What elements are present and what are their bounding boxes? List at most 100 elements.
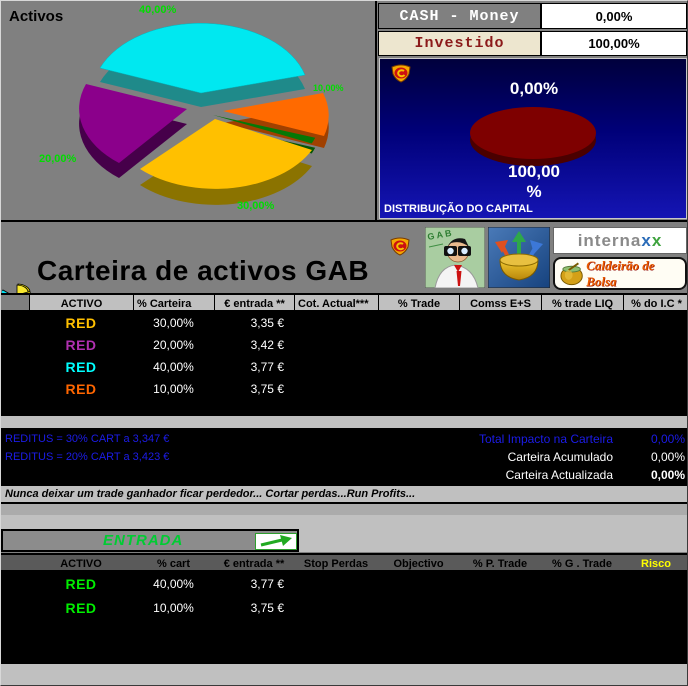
totals-block: Total Impacto na Carteira 0,00% Carteira…: [393, 430, 685, 484]
activos-pie-chart: [79, 23, 329, 205]
pie-sliver: [213, 115, 316, 144]
internaxx-logo[interactable]: interna x x: [553, 227, 687, 254]
asset-name[interactable]: RED: [65, 359, 97, 375]
table1-col-carteira[interactable]: % Carteira: [133, 295, 214, 312]
asset-name[interactable]: RED: [65, 315, 97, 331]
table-row[interactable]: RED 40,00% 3,77 €: [1, 356, 687, 378]
asset-name[interactable]: RED: [65, 381, 97, 397]
reditus-note-1: REDITUS = 30% CART a 3,347 €: [5, 433, 170, 445]
cash-value-cell[interactable]: 0,00%: [541, 3, 687, 29]
capital-value-bottom-pct: %: [526, 182, 542, 201]
table2-col-activo[interactable]: ACTIVO: [60, 557, 102, 570]
table2-col-risco[interactable]: Risco: [641, 557, 671, 570]
asset-entry[interactable]: 3,77 €: [250, 360, 284, 374]
table1-col-comss[interactable]: Comss E+S: [459, 295, 541, 312]
cash-label: CASH - Money: [399, 7, 520, 25]
carteira-actualizada-label: Carteira Actualizada: [505, 468, 613, 482]
table1-col-ic[interactable]: % do I.C *: [623, 295, 687, 312]
table2-col-objectivo[interactable]: Objectivo: [393, 557, 444, 570]
motto-bar: Nunca deixar um trade ganhador ficar per…: [1, 484, 687, 504]
pie-label-10: 10,00%: [313, 83, 344, 93]
gab-cartoon-logo: G A B: [425, 227, 485, 288]
capital-pie-chart: [470, 107, 596, 166]
table2-corner-cell: [1, 555, 29, 572]
total-impacto-value[interactable]: 0,00%: [650, 432, 685, 446]
asset-entry[interactable]: 3,75 €: [250, 601, 284, 615]
svg-text:G A B: G A B: [427, 228, 453, 242]
asset-entry[interactable]: 3,42 €: [250, 338, 284, 352]
table1-body: RED 30,00% 3,35 € RED 20,00% 3,42 € RED …: [1, 310, 687, 416]
table1-col-cot-actual[interactable]: Cot. Actual***: [294, 295, 378, 312]
asset-entry[interactable]: 3,35 €: [250, 316, 284, 330]
page-title: Carteira de activos GAB: [37, 255, 370, 286]
asset-pct[interactable]: 40,00%: [153, 577, 194, 591]
capital-caption: DISTRIBUIÇÃO DO CAPITAL: [384, 203, 533, 215]
pie-label-40: 40,00%: [139, 4, 177, 16]
asset-pct[interactable]: 20,00%: [153, 338, 194, 352]
asset-name[interactable]: RED: [65, 337, 97, 353]
table1-col-activo[interactable]: ACTIVO: [29, 295, 133, 312]
internaxx-text: interna: [577, 230, 642, 250]
total-impacto-label: Total Impacto na Carteira: [478, 432, 613, 446]
cash-value: 0,00%: [595, 8, 633, 24]
activos-chart-panel: Activos 40,00% 10,00% 30,00% 20,00%: [1, 1, 377, 220]
asset-entry[interactable]: 3,77 €: [250, 577, 284, 591]
pie-label-30: 30,00%: [237, 200, 275, 212]
invested-value-cell[interactable]: 100,00%: [541, 31, 687, 56]
asset-name[interactable]: RED: [65, 600, 97, 616]
reditus-note-2: REDITUS = 20% CART a 3,423 €: [5, 451, 170, 463]
caldeirao-de-bolsa-logo[interactable]: Caldeirão de Bolsa: [553, 257, 687, 290]
table1-col-trade-liq[interactable]: % trade LIQ: [541, 295, 623, 312]
table-row[interactable]: RED 10,00% 3,75 €: [1, 596, 687, 620]
table-row[interactable]: RED 30,00% 3,35 €: [1, 312, 687, 334]
table2-col-entrada[interactable]: € entrada **: [223, 557, 285, 570]
spacer-shade: [1, 504, 687, 515]
summary-band: REDITUS = 30% CART a 3,347 € REDITUS = 2…: [1, 428, 687, 484]
table-row[interactable]: RED 40,00% 3,77 €: [1, 572, 687, 596]
asset-entry[interactable]: 3,75 €: [250, 382, 284, 396]
internaxx-x2: x: [651, 230, 663, 250]
capital-distribution-panel: 0,00% 100,00 % DISTRIBUIÇÃO DO CAPITAL: [379, 58, 687, 219]
table2-col-cart[interactable]: % cart: [156, 557, 191, 570]
table2-col-p-trade[interactable]: % P. Trade: [472, 557, 528, 570]
entrada-arrow-button[interactable]: [255, 533, 297, 550]
asset-name[interactable]: RED: [65, 576, 97, 592]
asset-pct[interactable]: 40,00%: [153, 360, 194, 374]
activos-chart-title: Activos: [9, 8, 64, 25]
carteira-acumulado-value[interactable]: 0,00%: [650, 450, 685, 464]
carteira-actualizada-row[interactable]: Carteira Actualizada 0,00%: [393, 466, 685, 484]
cash-label-cell[interactable]: CASH - Money: [378, 3, 541, 29]
pie-slice-40: [99, 23, 306, 94]
table1-corner-cell: [1, 295, 29, 312]
asset-pct[interactable]: 10,00%: [153, 601, 194, 615]
table2-col-g-trade[interactable]: % G . Trade: [552, 557, 612, 570]
vertical-divider: [375, 1, 377, 220]
asset-pct[interactable]: 30,00%: [153, 316, 194, 330]
carteira-acumulado-label: Carteira Acumulado: [507, 450, 613, 464]
entrada-label: ENTRADA: [103, 532, 184, 549]
pot-arrows-logo: [488, 227, 550, 288]
table1-col-trade[interactable]: % Trade: [378, 295, 459, 312]
table1-col-entrada[interactable]: € entrada **: [214, 295, 294, 312]
motto-text: Nunca deixar um trade ganhador ficar per…: [5, 488, 416, 500]
carteira-acumulado-row[interactable]: Carteira Acumulado 0,00%: [393, 448, 685, 466]
capital-value-bottom: 100,00: [508, 162, 560, 181]
pie-slice-20: [79, 84, 187, 163]
invested-value: 100,00%: [588, 36, 640, 51]
cauldron-icon: [560, 262, 583, 285]
capital-value-top: 0,00%: [509, 79, 559, 98]
table2-col-stop-perdas[interactable]: Stop Perdas: [303, 557, 369, 570]
table-row[interactable]: RED 20,00% 3,42 €: [1, 334, 687, 356]
horizontal-divider: [1, 220, 687, 222]
entrada-bar: ENTRADA: [1, 529, 299, 552]
invested-label-cell[interactable]: Investido: [378, 31, 541, 56]
pie-slice-10: [223, 93, 329, 136]
internaxx-x1: x: [641, 230, 652, 250]
table-row[interactable]: RED 10,00% 3,75 €: [1, 378, 687, 400]
pie-label-20: 20,00%: [39, 153, 77, 165]
bottom-band: [1, 664, 687, 685]
asset-pct[interactable]: 10,00%: [153, 382, 194, 396]
carteira-actualizada-value[interactable]: 0,00%: [650, 468, 685, 482]
total-impacto-row[interactable]: Total Impacto na Carteira 0,00%: [393, 430, 685, 448]
